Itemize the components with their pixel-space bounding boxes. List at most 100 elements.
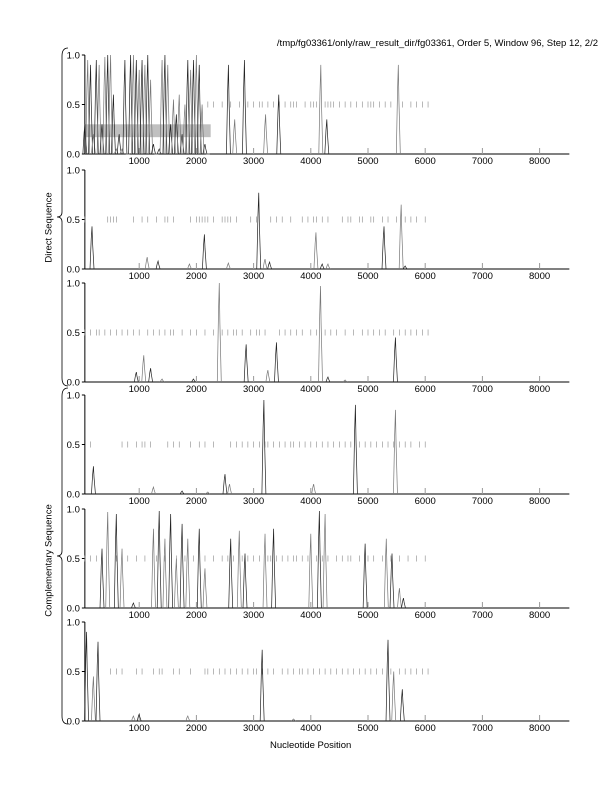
frame-peak [131, 602, 136, 609]
frame-peak [148, 79, 153, 155]
x-axis-label: Nucleotide Position [270, 740, 352, 751]
frame-peak [226, 64, 231, 155]
x-tick-label: 2000 [186, 384, 207, 395]
frame-peak [362, 543, 368, 609]
panel-1: 0.0 0.5 1.0 1000 2000 3000 4000 5000 6000 7000 800… [67, 51, 570, 167]
frame-peak [402, 265, 408, 270]
frame-peak [222, 474, 228, 495]
y-tick-label: 1.0 [67, 391, 80, 402]
x-tick-label: 7000 [472, 271, 493, 282]
frame-peak [179, 523, 185, 609]
frame-peak [389, 553, 395, 609]
frame-peak [151, 485, 156, 495]
x-tick-label: 7000 [472, 723, 493, 734]
frame-peak [191, 378, 196, 383]
frame-peak [88, 64, 93, 155]
y-tick-label: 1.0 [67, 505, 80, 516]
frame-peak [262, 533, 268, 609]
frame-peak [141, 355, 147, 383]
panel-5: 0.0 0.5 1.0 1000 2000 3000 4000 5000 6000 7000 800… [67, 505, 570, 621]
coding-region-bar [84, 124, 211, 138]
frame-peak [227, 484, 232, 495]
frame-peak [291, 718, 296, 722]
frame-peak [236, 530, 242, 609]
x-tick-label: 2000 [186, 723, 207, 734]
brace-complementary [56, 387, 69, 725]
frame-peak [179, 490, 185, 495]
group-label-direct: Direct Sequence [43, 192, 55, 263]
chart-title: /tmp/fg03361/only/raw_result_dir/fg03361… [276, 38, 598, 49]
frame-peak [318, 285, 323, 383]
y-tick-label: 0.0 [67, 604, 80, 615]
x-tick-label: 8000 [529, 496, 550, 507]
x-tick-label: 5000 [357, 496, 378, 507]
frame-peak [162, 54, 168, 155]
frame-peak [185, 59, 191, 155]
frame-peak [399, 689, 405, 722]
frame-peak [243, 344, 249, 383]
group-label-complementary: Complementary Sequence [43, 504, 55, 617]
frame-peak [313, 232, 319, 270]
y-tick-label: 0.0 [67, 265, 80, 276]
y-tick-label: 1.0 [67, 618, 80, 629]
frame-peak [401, 598, 406, 609]
x-tick-label: 1000 [129, 156, 150, 167]
frame-peak [317, 510, 322, 609]
frame-peak [196, 528, 202, 609]
x-tick-label: 6000 [415, 156, 436, 167]
x-tick-label: 5000 [357, 723, 378, 734]
frame-peak [391, 671, 397, 722]
frame-peak [108, 54, 113, 155]
x-tick-label: 8000 [529, 723, 550, 734]
x-tick-label: 1000 [129, 271, 150, 282]
y-tick-label: 0.0 [67, 150, 80, 161]
frame-peak [308, 533, 314, 609]
x-tick-label: 5000 [357, 156, 378, 167]
frame-peak [139, 59, 145, 155]
frame-peak [155, 259, 161, 270]
frame-peak [196, 64, 202, 155]
frame-peak [105, 54, 111, 155]
frame-peak [381, 226, 387, 270]
frame-peak [395, 64, 401, 155]
frame-peak [271, 528, 276, 609]
frame-peak [133, 372, 139, 383]
frame-peak [119, 548, 125, 609]
x-tick-label: 4000 [300, 610, 321, 621]
x-tick-label: 7000 [472, 156, 493, 167]
panel-6: 0.0 0.5 1.0 1000 2000 3000 4000 5000 6000 7000 800… [67, 618, 570, 734]
x-tick-label: 4000 [300, 496, 321, 507]
x-tick-label: 5000 [357, 271, 378, 282]
frame-peak [228, 538, 234, 609]
y-tick-label: 0.5 [67, 100, 80, 111]
frame-peak [116, 134, 122, 155]
x-tick-label: 8000 [529, 271, 550, 282]
frame-peak [93, 59, 99, 155]
frame-peak [131, 715, 136, 722]
x-tick-label: 6000 [415, 723, 436, 734]
frame-peak [174, 558, 179, 609]
frame-peak [202, 568, 208, 609]
frame-peak [136, 712, 142, 722]
frame-peak [168, 513, 174, 609]
frame-peak [324, 119, 330, 155]
frame-peak [131, 54, 136, 155]
y-tick-label: 1.0 [67, 166, 80, 177]
x-tick-label: 8000 [529, 384, 550, 395]
y-tick-label: 0.5 [67, 328, 80, 339]
frame-peak [99, 548, 105, 609]
frame-peak [188, 69, 194, 155]
x-tick-label: 3000 [243, 384, 264, 395]
x-tick-label: 3000 [243, 610, 264, 621]
frame-peak [191, 59, 196, 155]
frame-peak [311, 484, 317, 495]
frame-peak [144, 257, 150, 270]
x-tick-label: 2000 [186, 496, 207, 507]
frame-peak [105, 511, 111, 609]
y-tick-label: 0.0 [67, 490, 80, 501]
frame-peak [171, 99, 176, 155]
frame-peak [136, 69, 142, 155]
frame-peak [265, 370, 271, 383]
frame-peak [151, 528, 156, 609]
